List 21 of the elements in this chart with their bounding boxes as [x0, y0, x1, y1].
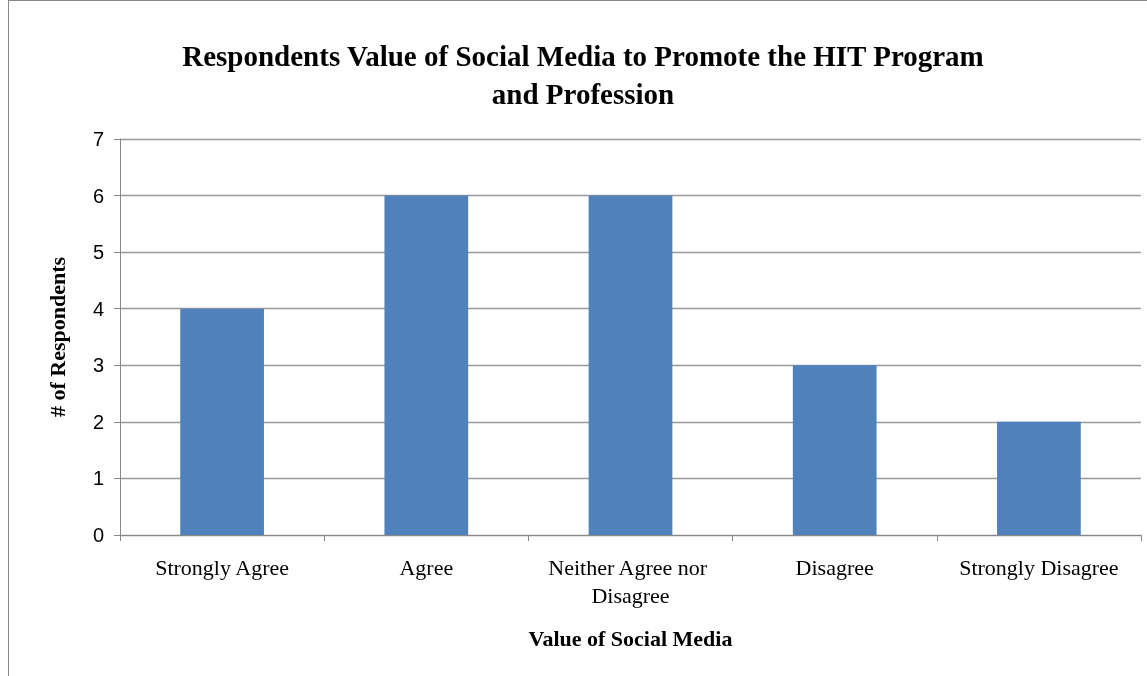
bar: [180, 308, 264, 535]
x-tick-label: Disagree: [795, 554, 874, 580]
x-axis-title: Value of Social Media: [528, 625, 733, 651]
y-tick-label: 6: [92, 184, 104, 207]
y-tick-label: 0: [92, 524, 104, 546]
y-tick-label: 4: [92, 297, 104, 320]
y-axis-title: # of Respondents: [44, 256, 70, 418]
bar: [997, 421, 1081, 535]
y-tick-label: 5: [92, 241, 104, 264]
chart-title: Respondents Value of Social Media to Promote the HIT Program and Profession: [182, 40, 984, 110]
y-tick-label: 3: [92, 354, 104, 377]
bar: [792, 365, 877, 535]
x-tick-label: Neither Agree nor Disagree: [548, 554, 713, 608]
y-tick-label: 1: [92, 467, 104, 490]
bar: [384, 195, 469, 535]
x-tick-label: Strongly Disagree: [959, 554, 1119, 580]
x-tick-label: Agree: [399, 554, 454, 580]
x-tick-label: Strongly Agree: [155, 554, 290, 580]
y-tick-label: 2: [92, 410, 104, 433]
y-tick-label: 7: [92, 128, 104, 150]
bar: [588, 195, 673, 535]
